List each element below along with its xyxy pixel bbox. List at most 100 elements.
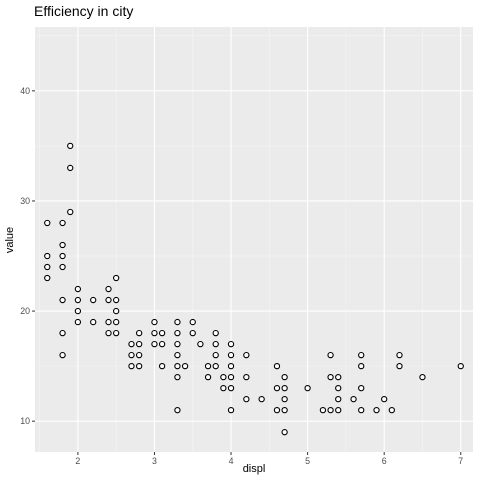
data-point [152, 341, 157, 346]
data-point [68, 209, 73, 214]
data-point [213, 330, 218, 335]
data-point [305, 386, 310, 391]
data-point [274, 364, 279, 369]
data-point [152, 330, 157, 335]
data-point [213, 353, 218, 358]
data-point [397, 353, 402, 358]
data-point [244, 353, 249, 358]
data-point [106, 286, 111, 291]
data-point [45, 253, 50, 258]
data-point [359, 364, 364, 369]
data-point [221, 375, 226, 380]
data-point [60, 353, 65, 358]
data-point [244, 397, 249, 402]
data-point [60, 297, 65, 302]
data-point [114, 330, 119, 335]
data-point [228, 341, 233, 346]
data-point [282, 408, 287, 413]
data-point [75, 308, 80, 313]
data-point [336, 408, 341, 413]
x-tick-label: 6 [382, 456, 387, 466]
data-point [213, 341, 218, 346]
x-tick-label: 4 [229, 456, 234, 466]
data-point [282, 386, 287, 391]
data-point [60, 242, 65, 247]
data-point [106, 330, 111, 335]
data-point [106, 297, 111, 302]
data-point [45, 275, 50, 280]
data-point [91, 319, 96, 324]
data-point [160, 364, 165, 369]
y-tick-label: 40 [20, 86, 30, 96]
data-point [75, 297, 80, 302]
data-point [60, 253, 65, 258]
data-point [458, 364, 463, 369]
data-point [282, 397, 287, 402]
data-point [336, 397, 341, 402]
data-point [190, 330, 195, 335]
data-point [228, 375, 233, 380]
y-tick-label: 10 [20, 416, 30, 426]
data-point [68, 143, 73, 148]
data-point [221, 386, 226, 391]
x-tick-label: 3 [152, 456, 157, 466]
data-point [129, 353, 134, 358]
data-point [282, 430, 287, 435]
data-point [389, 408, 394, 413]
data-point [328, 375, 333, 380]
data-point [75, 319, 80, 324]
data-point [175, 375, 180, 380]
data-point [382, 397, 387, 402]
data-point [75, 286, 80, 291]
data-point [213, 364, 218, 369]
data-point [205, 364, 210, 369]
data-point [351, 397, 356, 402]
data-point [175, 330, 180, 335]
data-point [175, 364, 180, 369]
data-point [205, 375, 210, 380]
data-point [228, 364, 233, 369]
data-point [60, 220, 65, 225]
data-point [282, 375, 287, 380]
data-point [91, 297, 96, 302]
data-point [244, 375, 249, 380]
data-point [228, 386, 233, 391]
data-point [374, 408, 379, 413]
y-axis-title: value [4, 227, 16, 253]
data-point [228, 408, 233, 413]
data-point [129, 364, 134, 369]
data-point [68, 165, 73, 170]
data-point [114, 297, 119, 302]
data-point [175, 341, 180, 346]
data-point [175, 319, 180, 324]
data-point [359, 353, 364, 358]
data-point [274, 408, 279, 413]
data-point [336, 375, 341, 380]
data-point [259, 397, 264, 402]
data-point [137, 353, 142, 358]
data-point [328, 408, 333, 413]
x-tick-label: 7 [458, 456, 463, 466]
data-point [152, 319, 157, 324]
data-point [198, 341, 203, 346]
data-point [114, 308, 119, 313]
data-point [274, 386, 279, 391]
data-point [137, 341, 142, 346]
data-point [114, 319, 119, 324]
data-point [182, 364, 187, 369]
data-point [359, 386, 364, 391]
data-point [160, 330, 165, 335]
y-tick-label: 20 [20, 306, 30, 316]
data-point [160, 341, 165, 346]
data-point [137, 330, 142, 335]
data-point [336, 386, 341, 391]
x-tick-label: 2 [75, 456, 80, 466]
data-point [190, 319, 195, 324]
data-point [359, 408, 364, 413]
data-point [137, 364, 142, 369]
data-point [228, 353, 233, 358]
data-point [45, 220, 50, 225]
chart-title: Efficiency in city [34, 3, 133, 19]
data-point [175, 353, 180, 358]
